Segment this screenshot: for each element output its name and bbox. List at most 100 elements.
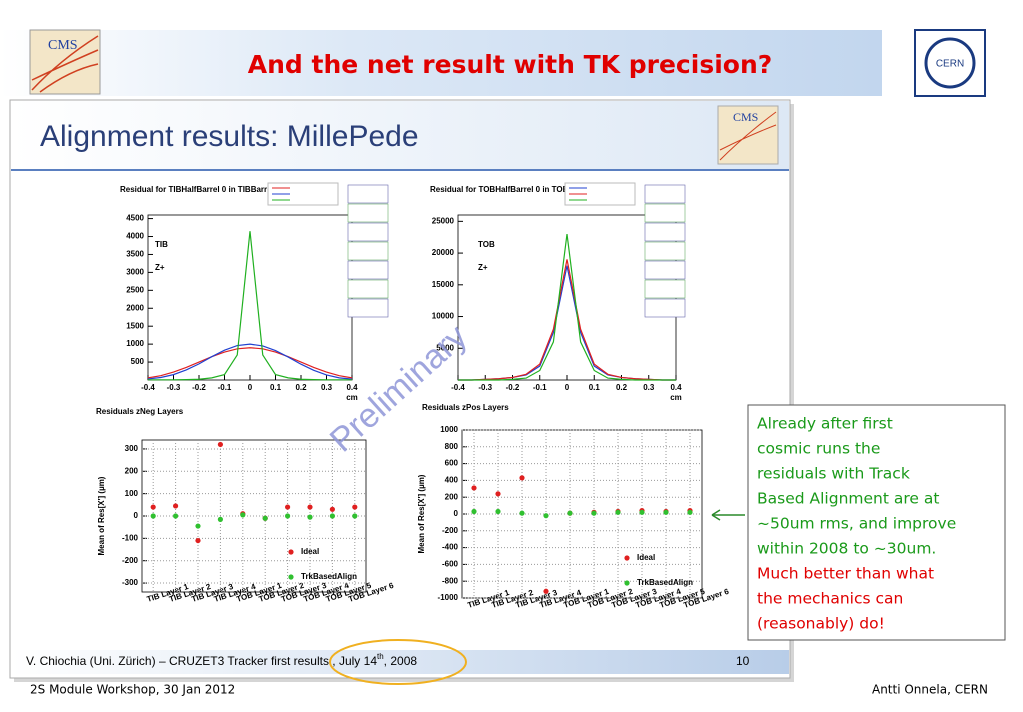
x-tick-label: -0.4: [451, 383, 465, 392]
cern-logo-ring: [924, 37, 976, 89]
y-tick-label: 3000: [126, 268, 144, 277]
y-tick-label: 3500: [126, 250, 144, 259]
annotation: Z+: [478, 263, 488, 272]
chart-title: Residual for TOBHalfBarrel 0 in TOBBarre…: [430, 185, 592, 194]
x-tick-label: 0.3: [321, 383, 333, 392]
note-line-highlight: the mechanics can: [757, 590, 903, 608]
logo-text: CERN: [936, 59, 964, 70]
y-tick-label: 500: [131, 357, 145, 366]
chart-title: Residuals zPos Layers: [422, 403, 509, 412]
note-box: [747, 404, 1006, 641]
point: [329, 513, 335, 519]
point: [519, 510, 525, 516]
y-tick-label: 200: [125, 466, 139, 475]
slide-footer: V. Chiochia (Uni. Zürich) – CRUZET3 Trac…: [26, 652, 417, 668]
y-tick-label: 200: [445, 492, 459, 501]
y-tick-label: -200: [122, 556, 139, 565]
note-line-highlight: Much better than what: [757, 565, 934, 583]
note-line: Already after first: [757, 415, 893, 433]
point: [687, 509, 693, 515]
footer-text: V. Chiochia (Uni. Zürich) – CRUZET3 Trac…: [26, 654, 377, 668]
annotation: TOB: [478, 240, 495, 249]
stat-box: [347, 184, 389, 204]
y-tick-label: 100: [125, 489, 139, 498]
stat-box: [347, 203, 389, 223]
y-tick-label: 600: [445, 459, 459, 468]
footer-sup: th: [377, 652, 384, 661]
point: [591, 510, 597, 516]
y-tick-label: -100: [122, 533, 139, 542]
point: [663, 509, 669, 515]
logo-text: CMS: [733, 110, 758, 124]
point: [285, 513, 291, 519]
x-tick-label: -0.4: [141, 383, 155, 392]
annotation: Z+: [155, 263, 165, 272]
header-band: [0, 30, 882, 96]
stat-box: [644, 298, 686, 318]
legend-label: Ideal: [637, 553, 655, 562]
point: [495, 491, 501, 497]
point: [240, 512, 246, 518]
point: [285, 504, 291, 510]
y-tick-label: 300: [125, 444, 139, 453]
note-line: residuals with Track: [757, 465, 910, 483]
point: [543, 588, 549, 594]
x-tick-label: -0.1: [533, 383, 547, 392]
cms-logo: [29, 29, 101, 95]
slide-title: Alignment results: MillePede: [40, 120, 419, 153]
page-number: 10: [736, 654, 750, 668]
stat-box: [644, 222, 686, 242]
histogram-curve: [458, 259, 676, 381]
y-tick-label: 1500: [126, 321, 144, 330]
point: [567, 510, 573, 516]
legend-marker: [624, 555, 630, 561]
point: [352, 504, 358, 510]
legend-label: TrkBasedAlign: [301, 572, 357, 581]
logo-tracks: [31, 35, 99, 93]
y-tick-label: 5000: [436, 343, 454, 352]
y-tick-label: 2000: [126, 303, 144, 312]
x-tick-label: -0.2: [192, 383, 206, 392]
x-tick-label: -0.2: [506, 383, 520, 392]
footer-text: , 2008: [384, 654, 418, 668]
point: [217, 441, 223, 448]
stat-box: [644, 203, 686, 223]
annotation: TIB: [155, 240, 168, 249]
y-tick-label: -800: [442, 576, 459, 585]
note-line: cosmic runs the: [757, 440, 880, 458]
point: [217, 516, 223, 522]
point: [150, 513, 156, 519]
x-tick-label: -0.3: [167, 383, 181, 392]
charts: Residual for TIBHalfBarrel 0 in TIBBarre…: [96, 182, 730, 610]
histogram-curve: [147, 347, 353, 379]
x-tick-label: 0.2: [295, 383, 307, 392]
y-tick-label: 20000: [432, 248, 455, 257]
point: [262, 515, 268, 521]
chart-title: Residuals zNeg Layers: [96, 407, 184, 416]
note-line: Based Alignment are at: [757, 490, 939, 508]
legend-label: Ideal: [301, 547, 319, 556]
stat-box: [644, 260, 686, 280]
x-tick-label: 0.1: [589, 383, 601, 392]
point: [471, 508, 477, 515]
point: [173, 513, 179, 519]
y-tick-label: 4500: [126, 214, 144, 223]
note-line: ~50um rms, and improve: [757, 515, 956, 533]
histogram-curve: [458, 233, 676, 381]
point: [639, 509, 645, 515]
y-tick-label: 4000: [126, 232, 144, 241]
y-tick-label: 1000: [440, 425, 458, 434]
x-tick-label: 0.4: [346, 383, 358, 392]
y-axis-label: Mean of Res[X'] (µm): [417, 474, 426, 553]
header-title: And the net result with TK precision?: [248, 50, 773, 79]
stat-box: [347, 222, 389, 242]
x-tick-label: 0: [248, 383, 253, 392]
y-tick-label: 1000: [126, 339, 144, 348]
x-axis-label: cm: [346, 393, 358, 402]
y-tick-label: -300: [122, 578, 139, 587]
note-text: Already after first cosmic runs the residu…: [757, 415, 956, 633]
point: [543, 513, 549, 519]
highlight-ellipse: [329, 639, 467, 685]
bottom-right: Antti Onnela, CERN: [872, 683, 988, 697]
